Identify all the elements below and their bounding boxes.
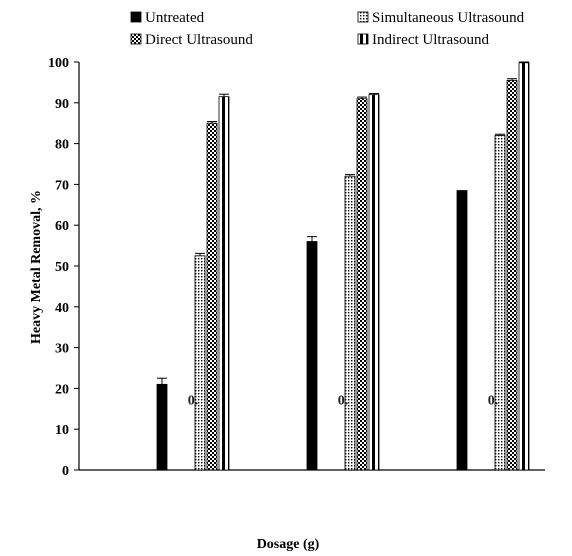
legend-label: Indirect Ultrasound	[372, 32, 490, 48]
y-tick-label: 80	[55, 138, 69, 153]
legend-item: Indirect Ultrasound	[357, 32, 490, 48]
category-label: 0.	[188, 394, 199, 409]
axes: 0 10 20 30 40 50 60 70 80 90 100	[48, 56, 545, 479]
category-labels: 0. 0. 0.	[188, 394, 499, 409]
legend-label: Direct Ultrasound	[145, 32, 253, 48]
legend-swatch	[357, 11, 369, 23]
legend-swatch	[130, 33, 142, 45]
error-bar	[495, 133, 505, 136]
y-tick-label: 60	[55, 219, 69, 234]
error-bar	[345, 174, 355, 177]
bar-untreated	[156, 383, 168, 471]
bar-indirect-ultrasound	[368, 94, 380, 471]
legend-item: Simultaneous Ultrasound	[357, 10, 525, 26]
error-bar	[219, 93, 229, 97]
y-tick-label: 10	[55, 423, 69, 438]
bar-untreated	[456, 190, 468, 471]
error-bar	[157, 377, 167, 385]
error-bar	[357, 96, 367, 99]
bar-indirect-ultrasound	[218, 96, 230, 471]
bar-indirect-ultrasound	[518, 62, 530, 471]
legend-item: Direct Ultrasound	[130, 32, 253, 48]
y-tick-label: 30	[55, 342, 69, 357]
bars	[156, 61, 530, 471]
error-bar	[195, 252, 205, 256]
legend: Untreated Simultaneous Ultrasound Direct U…	[130, 10, 525, 48]
bar-untreated	[306, 241, 318, 471]
y-tick-label: 40	[55, 301, 69, 316]
y-tick-label: 100	[48, 56, 69, 71]
legend-swatch	[130, 11, 142, 23]
legend-label: Simultaneous Ultrasound	[372, 10, 525, 26]
error-bar	[207, 121, 217, 124]
y-axis-title: Heavy Metal Removal, %	[29, 190, 44, 344]
y-tick-label: 20	[55, 382, 69, 397]
error-bar	[369, 92, 379, 95]
error-bar	[519, 61, 529, 63]
legend-item: Untreated	[130, 10, 205, 26]
bar-simultaneous-ultrasound	[344, 175, 356, 471]
y-tick-label: 70	[55, 178, 69, 193]
bar-simultaneous-ultrasound	[194, 255, 206, 471]
y-tick-label: 50	[55, 260, 69, 275]
error-bar	[507, 78, 517, 81]
category-label: 0.	[338, 394, 349, 409]
bar-simultaneous-ultrasound	[494, 135, 506, 471]
legend-swatch	[357, 33, 369, 45]
y-tick-label: 0	[62, 464, 69, 479]
category-label: 0.	[488, 394, 499, 409]
x-axis-title: Dosage (g)	[257, 537, 320, 552]
bar-direct-ultrasound	[206, 122, 218, 471]
error-bar	[307, 236, 317, 242]
bar-direct-ultrasound	[506, 79, 518, 471]
legend-label: Untreated	[145, 10, 205, 26]
y-tick-label: 90	[55, 97, 69, 112]
bar-direct-ultrasound	[356, 98, 368, 471]
